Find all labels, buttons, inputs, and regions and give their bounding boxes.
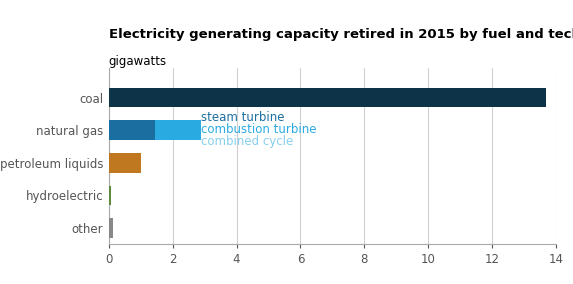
Text: steam turbine: steam turbine: [202, 111, 285, 124]
Bar: [155, 120, 202, 140]
Bar: [109, 185, 111, 205]
Bar: [109, 153, 141, 172]
Text: combined cycle: combined cycle: [202, 135, 294, 148]
Text: Electricity generating capacity retired in 2015 by fuel and technology: Electricity generating capacity retired …: [109, 28, 573, 41]
Text: gigawatts: gigawatts: [109, 55, 167, 68]
Text: combustion turbine: combustion turbine: [202, 123, 317, 136]
Bar: [109, 120, 155, 140]
Bar: [109, 88, 546, 107]
Bar: [109, 218, 113, 238]
